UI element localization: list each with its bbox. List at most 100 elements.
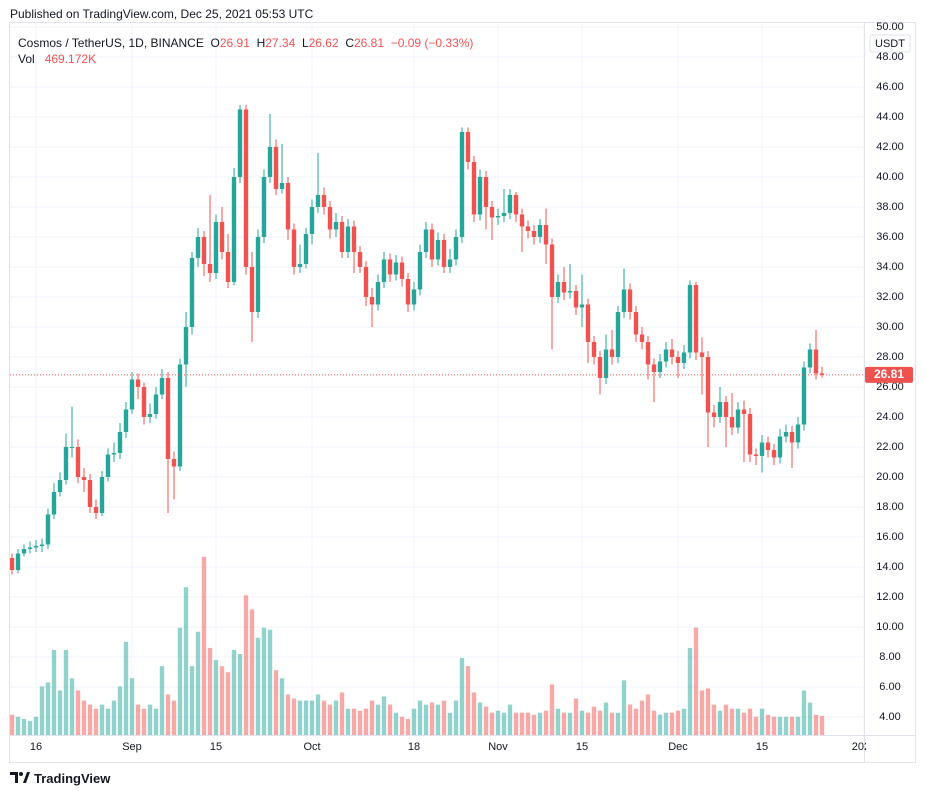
candle-body — [783, 431, 789, 437]
volume-bar — [375, 704, 381, 735]
candle-body — [15, 553, 21, 570]
volume-bar — [813, 714, 819, 735]
volume-bar — [243, 595, 249, 735]
candle-body — [579, 304, 585, 308]
volume-bar — [189, 666, 195, 735]
candle-body — [573, 290, 579, 308]
candle-body — [93, 506, 99, 513]
y-tick-label: 28.00 — [876, 351, 904, 363]
candle-body — [231, 176, 237, 282]
y-tick-label: 6.00 — [879, 681, 900, 693]
volume-bar — [633, 708, 639, 735]
volume-bar — [555, 708, 561, 735]
volume-bar — [87, 704, 93, 735]
volume-bar — [105, 708, 111, 735]
volume-bar — [537, 712, 543, 735]
volume-bar — [147, 704, 153, 735]
volume-bar — [429, 702, 435, 735]
ohlc-label: H — [256, 36, 266, 50]
volume-bar — [267, 629, 273, 735]
candles — [10, 104, 825, 575]
x-tick-label: 15 — [756, 741, 768, 753]
volume-bar — [237, 654, 243, 735]
volume-bar — [411, 708, 417, 735]
volume-bar — [207, 647, 213, 735]
volume-row: Vol 469.172K — [18, 51, 473, 67]
volume-bar — [747, 708, 753, 735]
candle-body — [111, 452, 117, 455]
volume-bar — [57, 690, 63, 735]
volume-bar — [405, 718, 411, 735]
candle-body — [237, 109, 243, 177]
volume-bar — [219, 666, 225, 735]
volume-bar — [399, 716, 405, 735]
volume-bar — [501, 712, 507, 735]
volume-bar — [63, 649, 69, 735]
volume-bar — [621, 680, 627, 735]
y-tick-label: 44.00 — [876, 111, 904, 123]
volume-bar — [717, 710, 723, 735]
currency-box — [869, 34, 911, 53]
volume-bar — [585, 712, 591, 735]
volume-bar — [357, 710, 363, 735]
volume-bar — [699, 690, 705, 735]
candle-body — [195, 236, 201, 258]
candle-body — [447, 259, 453, 267]
candle-body — [789, 431, 795, 443]
candle-body — [99, 476, 105, 513]
y-tick-label: 20.00 — [876, 471, 904, 483]
volume-bar — [579, 710, 585, 735]
y-tick-label: 38.00 — [876, 201, 904, 213]
candle-body — [369, 296, 375, 305]
candle-body — [567, 290, 573, 293]
candle-body — [327, 206, 333, 230]
volume-bar — [525, 712, 531, 735]
candle-body — [177, 364, 183, 467]
currency: USDT — [875, 38, 905, 50]
candle-body — [351, 226, 357, 252]
y-tick-label: 10.00 — [876, 621, 904, 633]
volume-bar — [135, 704, 141, 735]
y-tick-label: 14.00 — [876, 561, 904, 573]
symbol-row: Cosmos / TetherUS, 1D, BINANCE O26.91 H2… — [18, 35, 473, 51]
candle-body — [165, 377, 171, 459]
price-axis: 4.00 6.00 8.00 10.00 12.00 14.00 16.00 18.00 20.… — [876, 22, 904, 723]
volume-bar — [801, 690, 807, 735]
volume-bar — [69, 678, 75, 735]
candle-body — [675, 356, 681, 363]
volume-bar — [765, 714, 771, 735]
volume-bar — [759, 708, 765, 735]
volume-bar — [723, 704, 729, 735]
y-tick-label: 34.00 — [876, 261, 904, 273]
y-tick-label: 4.00 — [879, 711, 900, 723]
candle-body — [411, 289, 417, 305]
volume-bar — [303, 700, 309, 735]
candle-body — [321, 194, 327, 207]
volume-bar — [627, 704, 633, 735]
volume-bar — [327, 704, 333, 735]
volume-bar — [351, 708, 357, 735]
volume-bar — [777, 716, 783, 735]
candle-body — [129, 379, 135, 410]
volume-bar — [129, 678, 135, 735]
volume-value: 469.172K — [44, 52, 97, 66]
volume-bar — [687, 647, 693, 735]
volume-bar — [10, 714, 15, 735]
volume-bar — [45, 682, 51, 735]
volume-bar — [783, 716, 789, 735]
volume-bar — [99, 704, 105, 735]
brand-logo — [10, 772, 30, 783]
candle-body — [537, 224, 543, 237]
volume-bar — [75, 690, 81, 735]
volume-bar — [441, 700, 447, 735]
candle-body — [171, 458, 177, 467]
volume-bar — [141, 708, 147, 735]
symbol: Cosmos / TetherUS, 1D, BINANCE — [18, 36, 204, 50]
candle-body — [255, 236, 261, 312]
candle-body — [261, 176, 267, 237]
candle-body — [75, 446, 81, 477]
candle-body — [45, 514, 51, 545]
volume-bar — [735, 708, 741, 735]
candle-body — [585, 304, 591, 342]
candle-body — [333, 221, 339, 230]
